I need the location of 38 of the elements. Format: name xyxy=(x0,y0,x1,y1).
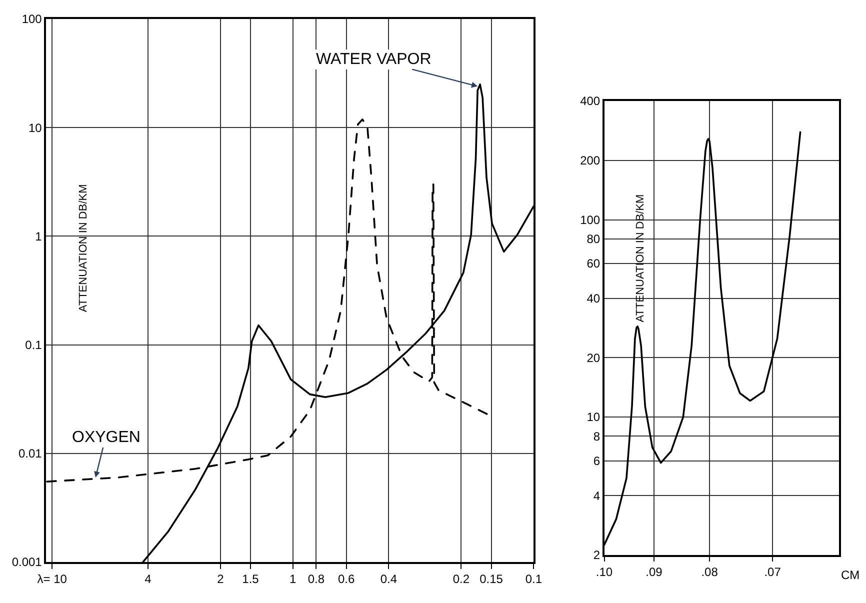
y-tick-label: 10 xyxy=(586,410,600,424)
y-tick-label: 40 xyxy=(586,291,600,306)
y-tick-label: 8 xyxy=(593,429,600,444)
y-axis-title: ATTENUATION IN DB/KM xyxy=(634,194,647,322)
x-tick-label: 0.15 xyxy=(480,572,504,586)
x-axis-title: CM xyxy=(841,568,860,582)
y-tick-label: 200 xyxy=(580,154,600,168)
x-tick-label: 0.4 xyxy=(380,572,398,586)
x-tick-label: 2 xyxy=(217,572,224,586)
annotation: WATER VAPOR xyxy=(316,51,432,68)
x-tick-label: 0.2 xyxy=(452,572,470,586)
y-tick-label: 0.001 xyxy=(12,555,42,570)
x-tick-label: .07 xyxy=(764,565,782,580)
x-tick-label: 0.1 xyxy=(525,572,542,586)
y-tick-label: 20 xyxy=(586,350,600,365)
y-tick-label: 10 xyxy=(28,120,42,135)
y-tick-label: 400 xyxy=(580,94,600,108)
x-tick-label: 1 xyxy=(290,572,297,586)
x-tick-label: .09 xyxy=(646,565,663,580)
y-tick-label: 80 xyxy=(586,232,600,246)
y-tick-label: 0.1 xyxy=(25,338,42,352)
y-tick-label: 60 xyxy=(586,256,600,271)
y-tick-label: 4 xyxy=(593,488,600,503)
annotation: OXYGEN xyxy=(72,429,140,446)
y-tick-label: 0.01 xyxy=(18,446,42,461)
x-tick-label: 4 xyxy=(144,572,152,586)
y-axis-title: ATTENUATION IN DB/KM xyxy=(77,184,90,312)
x-tick-label: .08 xyxy=(701,565,718,580)
y-tick-label: 1 xyxy=(35,229,42,244)
y-tick-label: 2 xyxy=(593,548,600,562)
x-tick-label: 0.8 xyxy=(308,572,325,586)
y-tick-label: 100 xyxy=(580,212,600,227)
x-tick-label: 0.6 xyxy=(338,572,355,586)
y-tick-label: 100 xyxy=(22,12,42,26)
x-tick-label: .10 xyxy=(596,565,613,580)
x-tick-label: λ= 10 xyxy=(37,572,68,586)
y-tick-label: 6 xyxy=(593,454,600,468)
x-tick-label: 1.5 xyxy=(242,572,260,586)
